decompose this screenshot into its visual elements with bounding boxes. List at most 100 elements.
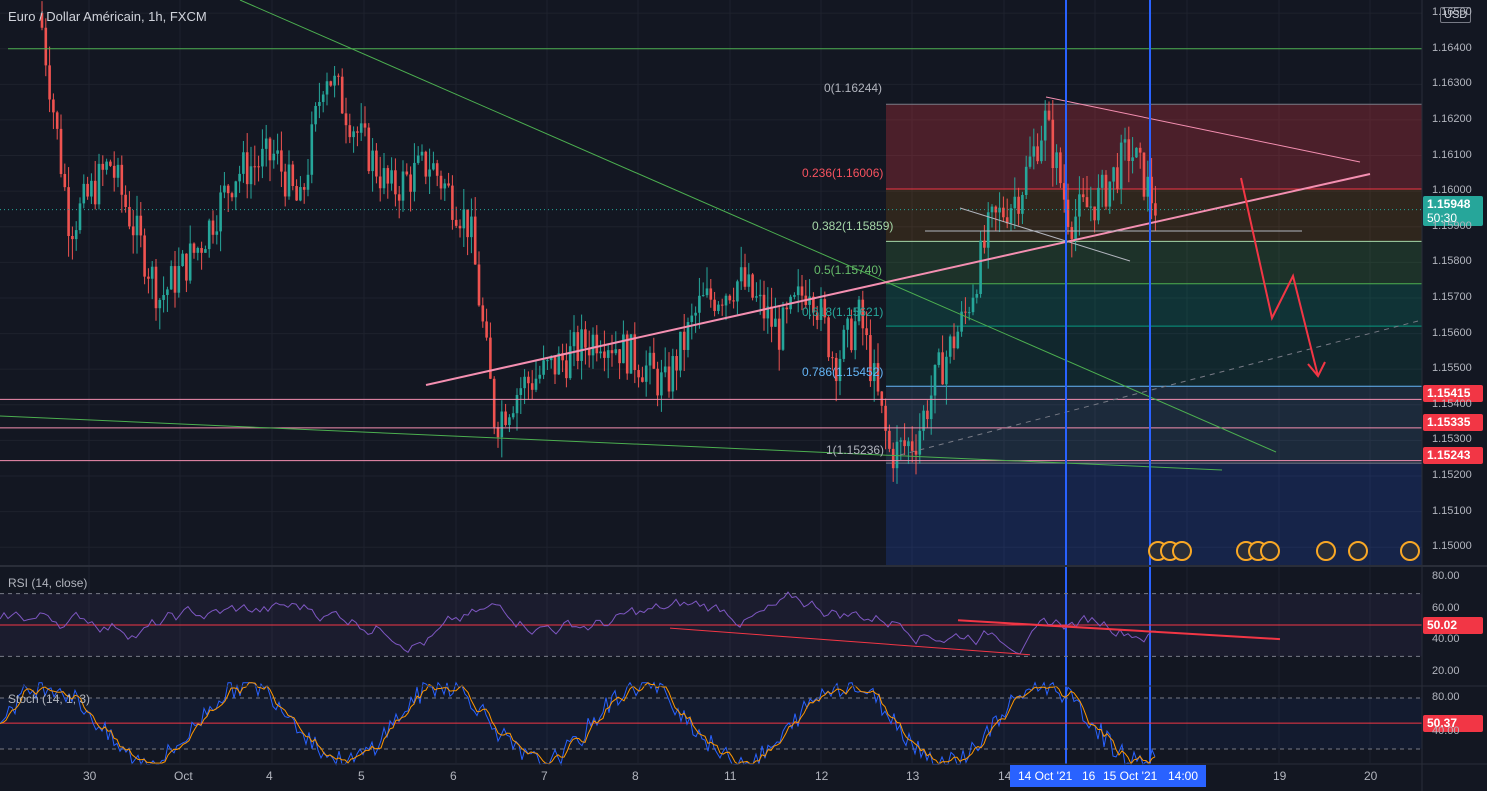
candle-body xyxy=(306,174,310,190)
candle-body xyxy=(922,410,925,431)
fib-zone xyxy=(886,241,1422,284)
rsi-divergence-line xyxy=(957,619,1281,641)
candle-body xyxy=(542,360,545,375)
candle-body xyxy=(1062,183,1066,200)
stoch-title[interactable]: Stoch (14, 1, 3) xyxy=(8,692,91,706)
stoch-tick: 80.00 xyxy=(1432,691,1460,703)
candle-body xyxy=(948,336,952,357)
candle-body xyxy=(663,366,667,373)
candle-body xyxy=(226,185,230,194)
candle-body xyxy=(561,353,564,361)
currency-button[interactable]: USD xyxy=(1440,7,1472,23)
candle-body xyxy=(861,299,865,329)
candle-body xyxy=(109,161,112,166)
candle-body xyxy=(709,288,713,300)
candle-body xyxy=(223,185,226,193)
candle-body xyxy=(234,181,238,198)
level-tag-1: 1.15415 xyxy=(1423,385,1483,402)
candle-body xyxy=(135,215,139,236)
candle-body xyxy=(340,76,344,114)
price-tick: 1.15100 xyxy=(1432,504,1472,517)
rsi-tick: 80.00 xyxy=(1432,570,1460,582)
candle-body xyxy=(447,183,450,186)
level-tag-3: 1.15243 xyxy=(1423,447,1483,464)
candle-body xyxy=(914,450,918,455)
candle-body xyxy=(686,322,690,350)
time-tick: 11 xyxy=(724,769,737,783)
candle-body xyxy=(470,216,473,238)
candle-body xyxy=(781,307,785,350)
candle-body xyxy=(181,253,184,267)
candle-body xyxy=(462,209,466,229)
candle-body xyxy=(884,405,887,431)
candle-body xyxy=(1116,167,1119,189)
price-tick: 1.15200 xyxy=(1432,468,1472,481)
candle-body xyxy=(371,150,374,172)
candle-body xyxy=(90,180,93,197)
candle-body xyxy=(1100,174,1104,188)
candle-body xyxy=(660,372,663,396)
time-highlight-3: 14:00 xyxy=(1168,769,1199,783)
candle-body xyxy=(500,411,504,438)
candle-body xyxy=(758,294,762,297)
candle-body xyxy=(667,366,671,392)
candle-body xyxy=(1047,110,1051,120)
candle-body xyxy=(1093,206,1096,221)
candle-body xyxy=(777,318,781,350)
candle-body xyxy=(177,266,181,293)
economic-event-icon xyxy=(1348,541,1368,561)
stoch-k-line xyxy=(0,681,1156,766)
candle-body xyxy=(625,334,629,374)
candle-body xyxy=(717,304,720,311)
rsi-line xyxy=(0,591,1156,655)
candle-body xyxy=(458,225,462,229)
candle-body xyxy=(439,175,443,189)
candle-body xyxy=(409,174,412,192)
candle-body xyxy=(831,357,834,359)
candle-body xyxy=(196,247,200,253)
candle-body xyxy=(869,335,872,382)
candle-body xyxy=(846,318,849,330)
candle-body xyxy=(97,163,101,205)
time-tick: 5 xyxy=(358,769,365,783)
candle-body xyxy=(644,365,648,382)
candle-body xyxy=(1119,142,1123,189)
candle-body xyxy=(124,194,127,207)
candle-body xyxy=(618,349,621,364)
candle-body xyxy=(302,187,306,190)
symbol-title[interactable]: Euro / Dollar Américain, 1h, FXCM xyxy=(8,9,207,24)
candle-body xyxy=(63,173,67,188)
candle-body xyxy=(918,430,922,455)
candle-body xyxy=(131,226,135,236)
candle-body xyxy=(344,113,348,126)
candle-body xyxy=(359,123,363,133)
candle-body xyxy=(348,125,352,138)
candle-body xyxy=(485,321,488,338)
candle-body xyxy=(819,299,823,320)
time-tick: 6 xyxy=(450,769,457,783)
candle-body xyxy=(329,81,333,86)
price-tick: 1.16400 xyxy=(1432,41,1472,54)
candle-body xyxy=(679,331,682,371)
candle-body xyxy=(557,353,561,375)
candle-body xyxy=(1081,194,1085,198)
candle-body xyxy=(519,388,523,395)
candle-body xyxy=(242,152,245,174)
time-tick: 30 xyxy=(83,769,97,783)
candle-body xyxy=(1138,147,1142,153)
candle-body xyxy=(743,267,747,287)
candle-body xyxy=(128,206,131,227)
candle-body xyxy=(610,350,614,354)
fib-zone xyxy=(886,386,1422,464)
last-price-tag: 1.15948 50:30 xyxy=(1423,196,1483,226)
candle-body xyxy=(523,376,526,389)
candle-body xyxy=(1104,174,1108,207)
candle-body xyxy=(473,216,477,265)
candle-body xyxy=(732,300,735,302)
candle-body xyxy=(1097,187,1100,221)
price-tick: 1.15000 xyxy=(1432,540,1472,553)
rsi-title[interactable]: RSI (14, close) xyxy=(8,576,88,590)
candle-body xyxy=(1028,156,1032,167)
candle-body xyxy=(785,307,789,310)
